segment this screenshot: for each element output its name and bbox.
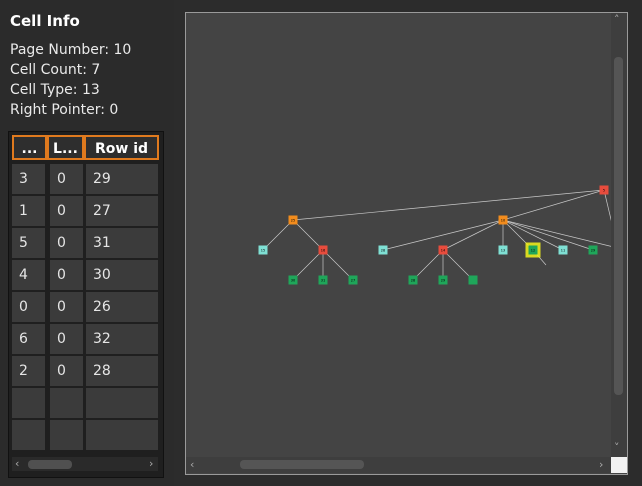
leaf-node[interactable]	[408, 275, 418, 285]
table-scroll-thumb[interactable]	[28, 460, 72, 469]
page-number-label: Page Number: 10	[10, 42, 132, 58]
node-label: 16	[321, 248, 325, 252]
scroll-right-icon[interactable]: ›	[149, 457, 154, 470]
leaf-node[interactable]	[258, 245, 268, 255]
cell-table[interactable]: ... L... Row id 3 0 29 1 0 27 5 0 31 4 0 30 0 0 26 6 0 32…	[8, 131, 164, 478]
table-cell[interactable]: 27	[86, 196, 158, 226]
node-label: 30	[291, 278, 295, 282]
leaf-node[interactable]	[468, 275, 478, 285]
empty-table-cell[interactable]	[86, 420, 158, 450]
scroll-right-icon[interactable]: ›	[599, 458, 604, 471]
cell-type-label: Cell Type: 13	[10, 82, 100, 98]
table-cell[interactable]: 4	[12, 260, 45, 290]
table-cell[interactable]: 5	[12, 228, 45, 258]
table-cell[interactable]: 0	[12, 292, 45, 322]
column-header-row-id[interactable]: Row id	[84, 135, 159, 160]
node-label: 29	[591, 248, 595, 252]
panel-splitter[interactable]	[168, 0, 174, 486]
node-label: 29	[441, 278, 445, 282]
table-cell[interactable]: 0	[50, 164, 83, 194]
leaf-node[interactable]	[288, 275, 298, 285]
scroll-down-icon[interactable]: ˅	[614, 441, 620, 454]
table-cell[interactable]: 2	[12, 356, 45, 386]
table-cell[interactable]: 0	[50, 356, 83, 386]
leaf-node[interactable]	[558, 245, 568, 255]
empty-table-cell[interactable]	[50, 420, 83, 450]
node-label: 12	[531, 248, 535, 252]
tree-nodes: 5 25 10 15 16 28 14 13 12 11 29 30 31 27…	[258, 185, 609, 285]
internal-node[interactable]	[498, 215, 508, 225]
interior-node[interactable]	[318, 245, 328, 255]
table-cell[interactable]: 3	[12, 164, 45, 194]
table-cell[interactable]: 0	[50, 324, 83, 354]
scroll-up-icon[interactable]: ˄	[614, 13, 620, 26]
node-label: 31	[321, 278, 325, 282]
table-cell[interactable]: 32	[86, 324, 158, 354]
node-label: 5	[603, 188, 605, 192]
empty-table-cell[interactable]	[12, 388, 45, 418]
table-cell[interactable]: 31	[86, 228, 158, 258]
empty-table-cell[interactable]	[12, 420, 45, 450]
table-cell[interactable]: 6	[12, 324, 45, 354]
leaf-node[interactable]	[438, 275, 448, 285]
leaf-node[interactable]	[348, 275, 358, 285]
table-cell[interactable]: 26	[86, 292, 158, 322]
scrollbar-corner	[611, 457, 627, 473]
table-cell[interactable]: 0	[50, 260, 83, 290]
cell-info-panel: Cell Info Page Number: 10 Cell Count: 7 …	[0, 0, 168, 486]
node-label: 27	[351, 278, 355, 282]
node-label: 25	[291, 218, 295, 222]
table-cell[interactable]: 30	[86, 260, 158, 290]
table-cell[interactable]: 29	[86, 164, 158, 194]
scroll-left-icon[interactable]: ‹	[190, 458, 195, 471]
right-pointer-label: Right Pointer: 0	[10, 102, 119, 118]
node-label: 13	[501, 248, 505, 252]
column-header-left[interactable]: L...	[47, 135, 84, 160]
leaf-node[interactable]	[378, 245, 388, 255]
empty-table-cell[interactable]	[86, 388, 158, 418]
canvas-vscroll-thumb[interactable]	[614, 57, 623, 395]
table-cell[interactable]: 0	[50, 292, 83, 322]
interior-node[interactable]	[438, 245, 448, 255]
table-cell[interactable]: 0	[50, 196, 83, 226]
table-cell[interactable]: 1	[12, 196, 45, 226]
btree-graph[interactable]: 5 25 10 15 16 28 14 13 12 11 29 30 31 27…	[186, 13, 627, 457]
leaf-node[interactable]	[588, 245, 598, 255]
table-horizontal-scrollbar[interactable]: ‹ ›	[12, 457, 158, 471]
node-label: 28	[411, 278, 415, 282]
root-node[interactable]	[599, 185, 609, 195]
tree-canvas[interactable]: 5 25 10 15 16 28 14 13 12 11 29 30 31 27…	[185, 12, 628, 475]
empty-table-cell[interactable]	[50, 388, 83, 418]
tree-edges	[262, 189, 627, 281]
canvas-vertical-scrollbar[interactable]: ˄ ˅	[611, 13, 627, 457]
table-cell[interactable]: 28	[86, 356, 158, 386]
leaf-node[interactable]	[498, 245, 508, 255]
node-label: 15	[261, 248, 265, 252]
panel-title: Cell Info	[10, 12, 80, 30]
node-label: 10	[501, 218, 505, 222]
scroll-left-icon[interactable]: ‹	[15, 457, 20, 470]
column-header-index[interactable]: ...	[12, 135, 47, 160]
selected-node[interactable]	[528, 245, 538, 255]
node-label: 14	[441, 248, 446, 252]
canvas-horizontal-scrollbar[interactable]: ‹ ›	[186, 457, 611, 473]
internal-node[interactable]	[288, 215, 298, 225]
table-cell[interactable]: 0	[50, 228, 83, 258]
node-label: 11	[561, 248, 565, 252]
node-label: 28	[381, 248, 385, 252]
canvas-hscroll-thumb[interactable]	[240, 460, 364, 469]
cell-count-label: Cell Count: 7	[10, 62, 101, 78]
leaf-node[interactable]	[318, 275, 328, 285]
